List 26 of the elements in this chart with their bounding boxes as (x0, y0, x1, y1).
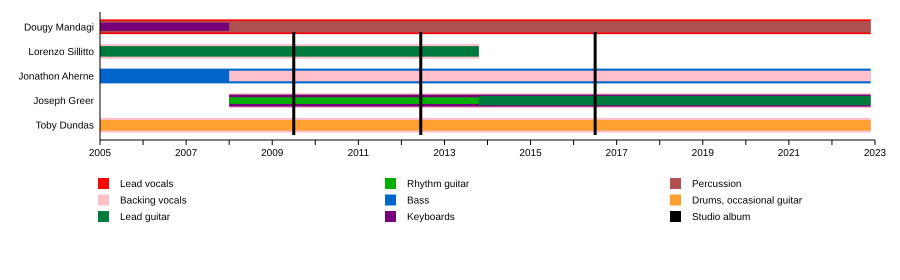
legend-label: Percussion (692, 179, 742, 190)
legend-label: Backing vocals (120, 196, 187, 206)
y-tick-label: Jonathon Aherne (18, 72, 94, 82)
x-tick-label: 2023 (864, 148, 887, 159)
legend-label: Drums, occasional guitar (692, 196, 803, 206)
legend-label: Bass (407, 196, 430, 206)
legend-label: Rhythm guitar (407, 179, 470, 190)
x-tick-label: 2017 (606, 148, 628, 159)
legend-label: Studio album (692, 212, 750, 223)
x-tick-label: 2005 (88, 148, 112, 159)
x-tick-label: 2019 (692, 148, 714, 159)
x-tick-label: 2007 (174, 148, 198, 159)
x-tick-label: 2013 (433, 148, 456, 159)
y-tick-label: Dougy Mandagi (24, 22, 94, 34)
bar (229, 97, 479, 104)
x-tick-label: 2009 (261, 148, 284, 159)
legend-label: Lead vocals (120, 179, 174, 190)
y-tick-label: Toby Dundas (36, 120, 94, 132)
y-tick-label: Lorenzo Sillitto (28, 46, 94, 58)
y-tick-label: Joseph Greer (33, 96, 95, 108)
x-tick-label: 2011 (348, 148, 370, 159)
x-tick-label: 2021 (778, 148, 800, 159)
legend-label: Keyboards (407, 212, 455, 223)
legend-label: Lead guitar (120, 212, 171, 223)
x-tick-label: 2015 (519, 148, 542, 159)
bar (478, 96, 871, 106)
